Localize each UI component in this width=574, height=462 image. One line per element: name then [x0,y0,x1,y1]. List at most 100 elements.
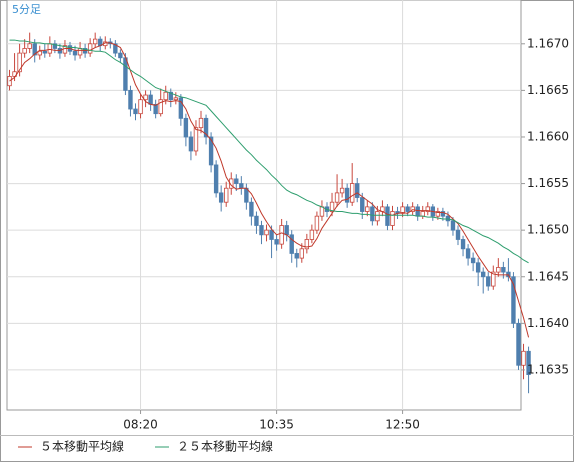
candle-body [208,136,214,166]
candle-body [72,50,78,56]
candle-body [32,43,37,56]
candle-body [339,187,345,194]
candle-body [420,211,425,217]
y-tick-label: 1.1670 [527,36,569,50]
candle-body [355,183,360,198]
candle-body [128,89,133,110]
candle-body [239,183,244,189]
candle-body [294,253,299,259]
candle-body [511,276,516,324]
candle-body [349,183,355,203]
candle-body [22,48,27,54]
y-tick-label: 1.1660 [527,129,569,143]
candle-body [450,220,456,231]
candle-body [274,239,279,245]
candle-body [198,117,204,129]
candle-body [385,206,390,226]
legend-label: ２５本移動平均線 [177,439,273,454]
candle-body [224,187,229,203]
candle-body [27,43,32,49]
candle-body [118,52,123,59]
y-tick-label: 1.1635 [527,362,569,376]
plot-area [6,0,522,411]
moving-average-line [9,42,530,338]
candle-body [299,248,304,259]
candle-body [365,206,370,212]
candle-body [375,211,380,222]
moving-average-line [9,39,529,264]
candle-body [370,206,375,222]
candle-body [87,43,93,54]
candle-body [415,206,420,217]
candle-body [203,117,209,138]
candle-body [475,262,481,273]
plot [7,32,531,394]
candle-body [158,99,163,115]
candle-body [455,229,461,240]
y-tick-label: 1.1665 [527,83,569,97]
candle-body [143,94,148,101]
candle-body [37,50,42,56]
candle-body [133,108,138,115]
candle-body [168,91,173,101]
candle-body [334,192,340,203]
candle-body [77,48,83,56]
candle-body [42,50,47,54]
candle-body [193,127,199,152]
candle-body [254,215,259,226]
candle-body [47,43,53,54]
candle-body [269,229,274,240]
candle-body [344,187,350,203]
candle-body [526,350,531,375]
candle-body [400,206,405,214]
candle-body [113,43,118,54]
candle-body [521,350,526,366]
candle-body [188,136,194,152]
candle-body [138,99,143,115]
candle-body [425,206,430,212]
candle-body [460,239,466,250]
candle-body [465,248,471,259]
candle-body [264,229,269,236]
candle-body [213,164,219,194]
y-tick-label: 1.1645 [527,269,569,283]
candle-body [319,206,325,217]
candle-body [279,225,284,245]
candle-body [390,211,395,226]
candle-body [440,211,446,217]
x-tick-label: 08:20 [123,418,158,432]
candle-body [52,43,58,49]
candle-body [92,38,98,45]
candle-body [229,178,234,189]
x-tick-label: 12:50 [385,418,420,432]
candle-body [173,97,179,101]
candle-body [153,103,158,115]
y-tick-label: 1.1650 [527,223,569,237]
y-tick-label: 1.1640 [527,316,569,330]
y-tick-label: 1.1655 [527,176,569,190]
candle-body [234,178,239,184]
candle-body [178,97,184,119]
candle-body [496,267,501,273]
candle-body [516,322,521,366]
candle-body [289,234,294,254]
candle-body [183,117,189,138]
candle-body [309,229,315,240]
candle-body [481,271,486,278]
candle-body [470,257,476,264]
candle-body [329,201,335,212]
legend-label: ５本移動平均線 [40,439,124,454]
candle-body [501,267,506,273]
candle-body [486,276,491,287]
candle-body [284,225,289,236]
grid [7,0,521,410]
candle-body [259,225,264,236]
x-tick-label: 10:35 [259,418,294,432]
candle-body [163,91,168,101]
candle-body [435,211,441,217]
candle-body [304,239,310,250]
candle-body [405,206,410,212]
candle-body [123,57,128,91]
candle-body [249,201,254,217]
